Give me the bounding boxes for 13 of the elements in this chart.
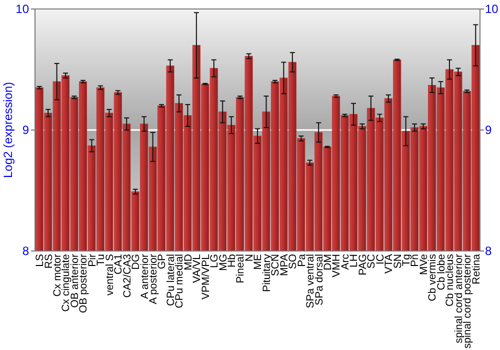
y-tick-label: 10 — [16, 2, 30, 16]
y2-tick-label: 10 — [485, 2, 499, 16]
x-tick-label: DG — [130, 254, 142, 270]
y-tick-label: 8 — [22, 244, 30, 258]
y2-tick-label: 8 — [485, 244, 492, 258]
y-axis-title: Log2 (expression) — [1, 82, 15, 178]
x-tick-label: RS — [42, 254, 55, 269]
x-tick-label: Tg — [400, 254, 413, 266]
y2-tick-label: 9 — [485, 123, 492, 138]
x-tick-label: OB posterior — [78, 254, 90, 313]
x-tick-label: A posterior — [147, 254, 160, 304]
x-tick-label: Arc — [339, 254, 352, 270]
y-tick-label: 9 — [22, 123, 30, 138]
